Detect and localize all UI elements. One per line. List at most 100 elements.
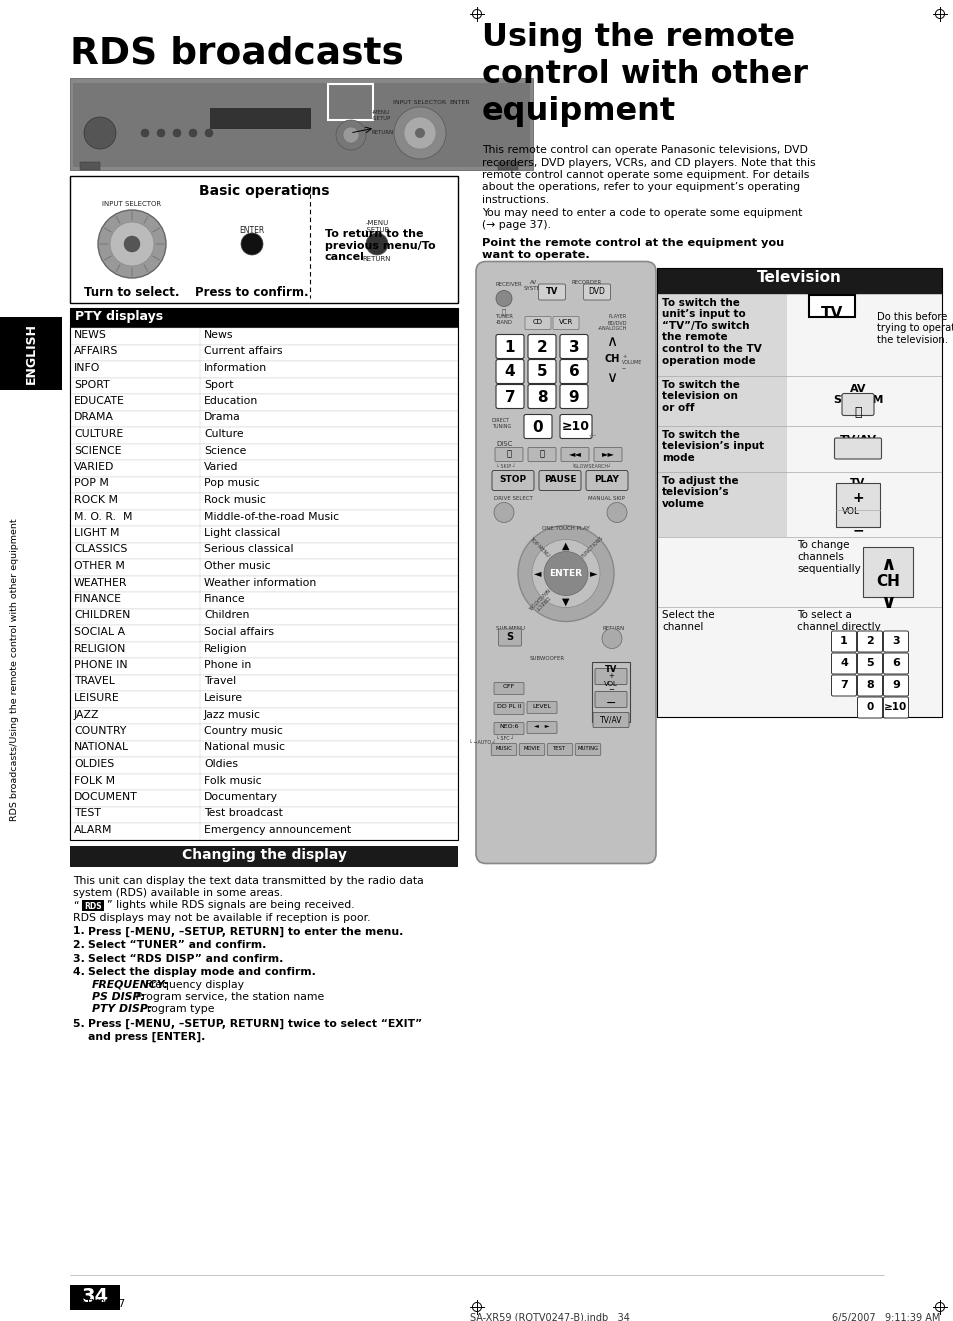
Text: 0: 0 — [865, 701, 873, 712]
Bar — [70, 78, 533, 170]
Text: PAUSE: PAUSE — [543, 474, 576, 483]
Text: RECEIVER: RECEIVER — [496, 283, 522, 288]
Text: 6/5/2007   9:11:39 AM: 6/5/2007 9:11:39 AM — [831, 1313, 939, 1321]
Text: OTHER M: OTHER M — [74, 561, 125, 571]
Text: Children: Children — [204, 610, 249, 621]
Text: Basic operations: Basic operations — [198, 184, 329, 198]
Bar — [70, 559, 457, 576]
Bar — [786, 472, 941, 536]
Text: RDS displays may not be available if reception is poor.: RDS displays may not be available if rec… — [73, 913, 370, 923]
Text: Folk music: Folk music — [204, 775, 261, 786]
Circle shape — [98, 210, 166, 277]
Text: Country music: Country music — [204, 727, 283, 736]
Text: └SLOWSEARCH┘: └SLOWSEARCH┘ — [572, 465, 612, 469]
Text: NATIONAL: NATIONAL — [74, 742, 129, 753]
Text: 8: 8 — [865, 679, 873, 690]
Text: control with other: control with other — [481, 59, 807, 90]
Text: Phone in: Phone in — [204, 660, 251, 670]
FancyBboxPatch shape — [526, 701, 557, 713]
Text: TV: TV — [849, 477, 864, 487]
Text: DVD: DVD — [588, 288, 605, 296]
FancyBboxPatch shape — [527, 359, 556, 383]
Text: TV: TV — [545, 288, 558, 296]
Text: ENTER: ENTER — [549, 569, 582, 579]
Text: FINANCE: FINANCE — [74, 594, 122, 604]
Text: Select the
channel: Select the channel — [661, 610, 714, 633]
Text: AV
SYSTEM: AV SYSTEM — [832, 383, 882, 406]
Bar — [70, 510, 457, 526]
Bar — [70, 460, 457, 477]
FancyBboxPatch shape — [518, 744, 544, 756]
Text: JAZZ: JAZZ — [74, 709, 99, 720]
Text: PTY displays: PTY displays — [75, 310, 163, 324]
Bar — [786, 536, 941, 606]
Bar — [70, 361, 457, 378]
Text: Select the display mode and confirm.: Select the display mode and confirm. — [88, 967, 315, 978]
Bar — [657, 536, 941, 606]
Text: RDS: RDS — [84, 902, 102, 911]
Text: 1: 1 — [504, 339, 515, 354]
Text: remote control cannot operate some equipment. For details: remote control cannot operate some equip… — [481, 170, 808, 180]
Text: ►: ► — [590, 568, 598, 579]
Text: MOVIE: MOVIE — [523, 745, 539, 750]
Bar — [70, 576, 457, 592]
Bar — [80, 162, 100, 170]
Bar — [70, 845, 457, 867]
Text: To switch the
unit’s input to
“TV”/To switch
the remote
control to the TV
operat: To switch the unit’s input to “TV”/To sw… — [661, 297, 760, 366]
Text: MANUAL SKIP: MANUAL SKIP — [587, 497, 624, 502]
Text: “: “ — [73, 901, 78, 910]
Text: Science: Science — [204, 445, 246, 456]
Text: RETURN: RETURN — [362, 256, 391, 262]
Text: SCIENCE: SCIENCE — [74, 445, 121, 456]
FancyBboxPatch shape — [857, 653, 882, 674]
Text: 7: 7 — [504, 390, 515, 404]
Text: ►►: ►► — [601, 449, 614, 458]
Text: RQTV0247: RQTV0247 — [70, 1299, 125, 1309]
Text: AV
SYSTEM: AV SYSTEM — [522, 280, 544, 292]
Text: 4: 4 — [504, 365, 515, 379]
Text: STOP: STOP — [499, 474, 526, 483]
Text: You may need to enter a code to operate some equipment: You may need to enter a code to operate … — [481, 207, 801, 218]
Bar — [70, 176, 457, 303]
Text: └ −AUTO ┘: └ −AUTO ┘ — [469, 741, 496, 745]
Text: Drama: Drama — [204, 412, 240, 423]
Text: Education: Education — [204, 396, 258, 406]
FancyBboxPatch shape — [595, 668, 626, 684]
Text: PLAY: PLAY — [594, 474, 618, 483]
Text: PTY DISP:: PTY DISP: — [91, 1004, 152, 1015]
FancyBboxPatch shape — [547, 744, 572, 756]
Text: TOP MENU: TOP MENU — [528, 536, 550, 557]
Bar — [70, 378, 457, 394]
Text: Other music: Other music — [204, 561, 271, 571]
Text: Finance: Finance — [204, 594, 245, 604]
Bar — [657, 425, 941, 472]
Text: PHONE IN: PHONE IN — [74, 660, 128, 670]
FancyBboxPatch shape — [831, 653, 856, 674]
Text: SOCIAL A: SOCIAL A — [74, 627, 125, 637]
Bar — [657, 606, 941, 716]
Text: └ SKIP ┘: └ SKIP ┘ — [496, 465, 515, 469]
Bar — [657, 293, 941, 375]
Text: To select a
channel directly: To select a channel directly — [796, 610, 880, 633]
Text: ▲: ▲ — [561, 540, 569, 551]
Bar — [657, 425, 786, 472]
Bar — [657, 375, 786, 425]
Text: ∧: ∧ — [606, 333, 617, 349]
Text: M. O. R.  M: M. O. R. M — [74, 511, 132, 522]
FancyBboxPatch shape — [882, 697, 907, 719]
Text: 4: 4 — [840, 658, 847, 667]
Text: ” lights while RDS signals are being received.: ” lights while RDS signals are being rec… — [107, 901, 355, 910]
Circle shape — [532, 539, 599, 608]
Text: FOLK M: FOLK M — [74, 775, 115, 786]
Bar — [70, 411, 457, 427]
Text: ONE TOUCH PLAY: ONE TOUCH PLAY — [541, 526, 589, 531]
FancyBboxPatch shape — [496, 359, 523, 383]
Text: To switch the
television on
or off: To switch the television on or off — [661, 379, 740, 412]
Circle shape — [205, 129, 213, 137]
FancyBboxPatch shape — [559, 334, 587, 358]
Text: TV: TV — [820, 306, 842, 321]
FancyBboxPatch shape — [496, 334, 523, 358]
Text: -MENU
-SETUP: -MENU -SETUP — [364, 221, 389, 232]
Bar — [657, 267, 941, 293]
Text: +
VOL
−: + VOL − — [603, 674, 618, 694]
